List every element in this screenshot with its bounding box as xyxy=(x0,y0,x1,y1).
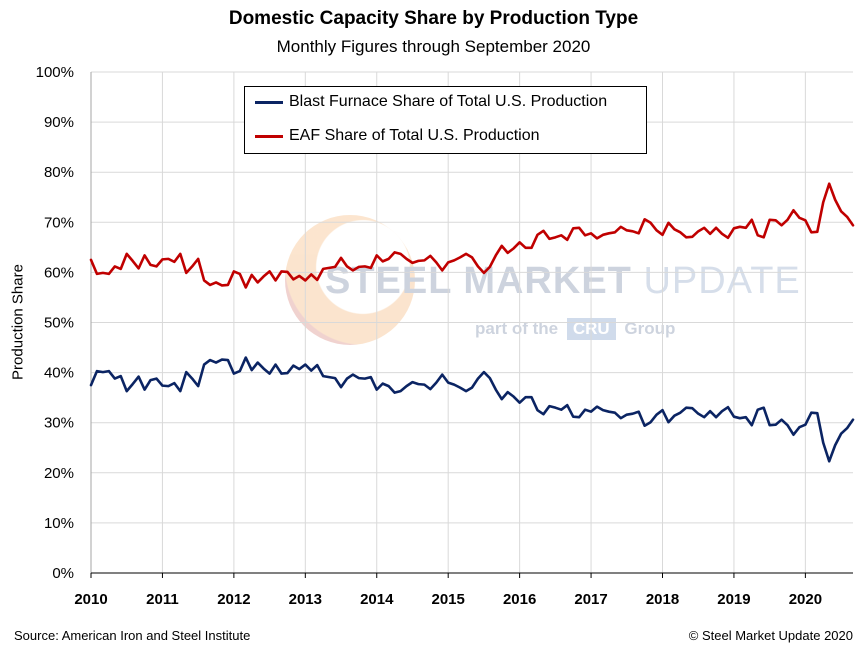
x-tick-label: 2011 xyxy=(146,591,179,608)
chart-title: Domestic Capacity Share by Production Ty… xyxy=(228,8,639,29)
y-tick-label: 70% xyxy=(44,214,74,231)
x-tick-label: 2012 xyxy=(217,591,250,608)
y-tick-label: 0% xyxy=(52,565,74,582)
legend-label-eaf: EAF Share of Total U.S. Production xyxy=(289,127,540,144)
legend-item-blast-furnace: Blast Furnace Share of Total U.S. Produc… xyxy=(255,93,607,111)
chart-subtitle: Monthly Figures through September 2020 xyxy=(276,37,591,56)
source-note: Source: American Iron and Steel Institut… xyxy=(14,628,251,643)
x-tick-label: 2014 xyxy=(360,591,394,608)
copyright-note: © Steel Market Update 2020 xyxy=(688,628,853,643)
legend-swatch-eaf xyxy=(255,134,283,138)
x-tick-label: 2017 xyxy=(574,591,607,608)
x-tick-label: 2015 xyxy=(432,591,465,608)
y-axis-label: Production Share xyxy=(9,264,27,380)
series-line-blast-furnace xyxy=(89,356,855,463)
watermark-name: STEEL MARKET UPDATE xyxy=(325,260,801,303)
watermark-logo: STEEL MARKET UPDATE part of the CRU Grou… xyxy=(285,215,800,355)
legend: Blast Furnace Share of Total U.S. Produc… xyxy=(244,86,647,154)
x-tick-label: 2013 xyxy=(289,591,322,608)
x-tick-label: 2020 xyxy=(789,591,822,608)
x-tick-label: 2019 xyxy=(717,591,750,608)
y-tick-label: 60% xyxy=(44,264,74,281)
watermark-tag-prefix: part of the xyxy=(475,319,559,338)
y-tick-label: 30% xyxy=(44,415,74,432)
x-tick-label: 2016 xyxy=(503,591,536,608)
legend-item-eaf: EAF Share of Total U.S. Production xyxy=(255,127,540,145)
series-line-eaf xyxy=(89,182,855,289)
y-tick-label: 90% xyxy=(44,114,74,131)
y-tick-label: 40% xyxy=(44,365,74,382)
y-tick-label: 50% xyxy=(44,315,74,332)
legend-label-blast-furnace: Blast Furnace Share of Total U.S. Produc… xyxy=(289,93,608,110)
legend-swatch-blast-furnace xyxy=(255,100,283,104)
y-tick-label: 100% xyxy=(36,64,74,81)
x-tick-label: 2010 xyxy=(74,591,107,608)
y-tick-label: 20% xyxy=(44,465,74,482)
y-tick-label: 80% xyxy=(44,164,74,181)
watermark-name-light: UPDATE xyxy=(643,260,801,302)
x-tick-label: 2018 xyxy=(646,591,679,608)
y-tick-label: 10% xyxy=(44,515,74,532)
